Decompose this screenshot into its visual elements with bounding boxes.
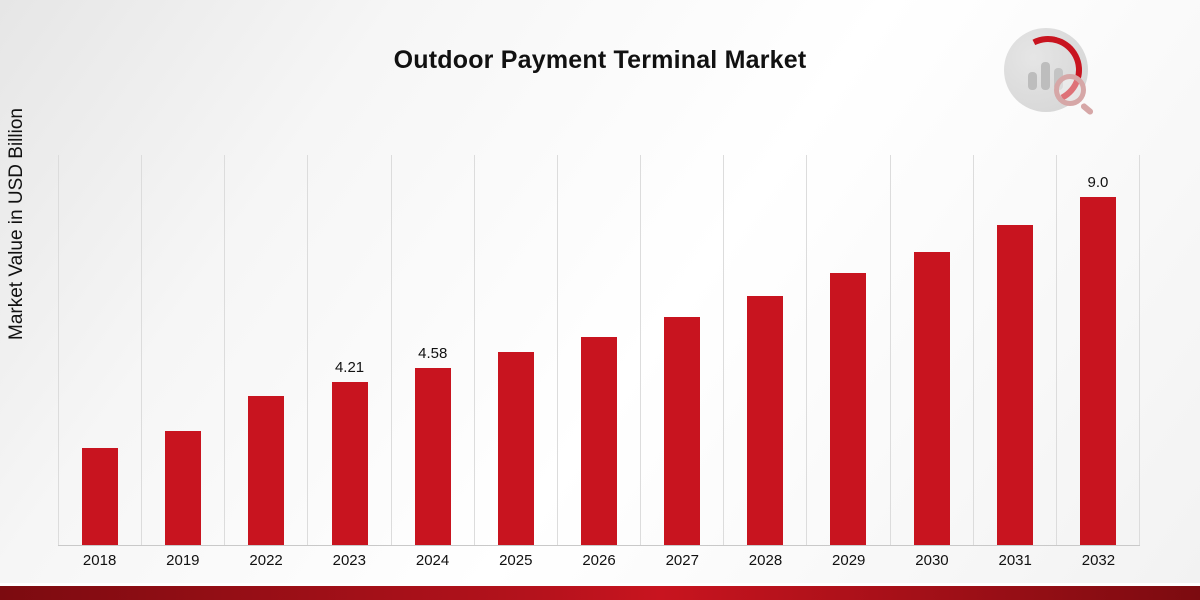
x-tick-2019: 2019 [166, 552, 200, 569]
x-tick-2032: 2032 [1081, 552, 1116, 569]
x-tick-2026: 2026 [582, 552, 616, 569]
logo-bar-icon [1028, 72, 1037, 90]
logo-bar-icon [1041, 62, 1050, 90]
x-tick-2023: 2023 [332, 552, 366, 569]
footer-gap [0, 583, 1200, 586]
x-tick-2031: 2031 [998, 552, 1032, 569]
chart-column-2028 [723, 155, 806, 545]
bar-2028 [747, 295, 784, 545]
bar-2024 [414, 368, 451, 545]
footer-red-band [0, 586, 1200, 600]
x-tick-2025: 2025 [499, 552, 533, 569]
x-axis-tick-labels: 2018 2019 2022 2023 2024 2025 2026 2027 2028 2029… [58, 552, 1140, 569]
chart-column-2018 [58, 155, 141, 545]
chart-column-2023: 4.21 [307, 155, 390, 545]
bar-2022 [248, 396, 285, 545]
bar-2019 [165, 431, 202, 545]
chart-column-2031 [972, 155, 1056, 545]
market-research-logo [1004, 27, 1095, 116]
x-tick-2028: 2028 [748, 552, 783, 569]
chart-column-2029 [806, 155, 889, 545]
bar-2026 [581, 336, 618, 545]
bar-chart-plot-area: 4.21 4.58 9.0 [58, 155, 1141, 546]
magnifier-icon [1054, 74, 1086, 106]
chart-column-2022 [224, 155, 307, 545]
chart-column-2027 [640, 155, 723, 545]
x-tick-2030: 2030 [915, 552, 949, 569]
x-tick-2018: 2018 [82, 552, 117, 569]
bar-2018 [82, 448, 119, 545]
magnifier-handle-icon [1079, 102, 1095, 116]
chart-column-2030 [889, 155, 973, 545]
bar-2029 [830, 272, 867, 545]
chart-column-2026 [556, 155, 640, 545]
bar-value-label-2023: 4.21 [334, 359, 365, 377]
chart-title: Outdoor Payment Terminal Market [393, 46, 807, 74]
x-tick-2029: 2029 [832, 552, 866, 569]
chart-column-2024: 4.58 [390, 155, 474, 545]
chart-column-2019 [141, 155, 224, 545]
bar-value-label-2032: 9.0 [1087, 174, 1109, 192]
bar-2023 [331, 382, 368, 545]
chart-column-2025 [473, 155, 557, 545]
bar-2032 [1079, 197, 1116, 545]
x-tick-2022: 2022 [249, 552, 283, 569]
chart-column-2032: 9.0 [1055, 155, 1141, 545]
bar-2031 [996, 224, 1033, 545]
bar-2027 [664, 317, 701, 545]
y-axis-label: Market Value in USD Billion [6, 108, 27, 340]
bar-2030 [913, 251, 950, 545]
x-tick-2027: 2027 [665, 552, 699, 569]
x-tick-2024: 2024 [415, 552, 450, 569]
bar-2025 [497, 351, 534, 545]
bar-value-label-2024: 4.58 [418, 345, 448, 363]
